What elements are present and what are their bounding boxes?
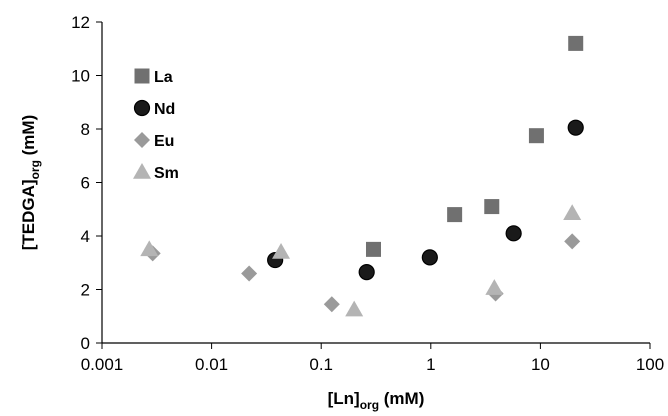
data-point-eu	[241, 265, 258, 282]
y-axis-title: [TEDGA]org (mM)	[19, 115, 42, 251]
legend-item-eu: Eu	[134, 132, 174, 150]
legend-item-sm: Sm	[133, 163, 179, 182]
data-point-sm	[563, 204, 582, 221]
x-tick-label: 0.01	[195, 355, 228, 374]
y-tick-label: 2	[81, 281, 90, 300]
data-point-sm	[272, 243, 291, 259]
data-point-la	[568, 35, 584, 51]
legend-marker-eu	[134, 132, 150, 148]
data-point-nd	[567, 119, 584, 136]
data-point-sm	[485, 279, 504, 295]
y-tick-label: 4	[81, 227, 90, 246]
y-tick-label: 0	[81, 334, 90, 353]
legend-marker-sm	[133, 163, 151, 179]
legend: La Nd Eu Sm	[133, 68, 179, 182]
x-tick-label: 10	[531, 355, 550, 374]
series-sm	[140, 204, 582, 317]
data-point-la	[484, 199, 500, 215]
legend-label: Nd	[154, 101, 175, 118]
legend-label: Sm	[154, 165, 179, 182]
data-point-nd	[421, 249, 438, 266]
x-tick-label: 0.1	[309, 355, 333, 374]
legend-item-la: La	[134, 68, 173, 86]
tick-labels: 0 2 4 6 8 10 12 0.001 0.01 0.1 1 10 100	[71, 13, 664, 374]
y-tick-label: 6	[81, 174, 90, 193]
x-tick-label: 0.001	[81, 355, 124, 374]
data-point-eu	[323, 296, 340, 313]
data-point-nd	[358, 264, 375, 281]
legend-label: La	[154, 69, 173, 86]
x-axis-title: [Ln]org (mM)	[328, 389, 425, 412]
data-point-nd	[505, 225, 522, 242]
series-la	[365, 35, 584, 257]
data-point-sm	[345, 300, 364, 317]
legend-marker-nd	[133, 99, 151, 117]
data-point-la	[528, 128, 544, 144]
y-tick-label: 12	[71, 13, 90, 32]
legend-item-nd: Nd	[133, 99, 175, 118]
legend-marker-la	[134, 68, 150, 84]
data-point-la	[447, 207, 463, 223]
x-tick-label: 1	[426, 355, 435, 374]
y-tick-label: 8	[81, 120, 90, 139]
series-nd	[267, 119, 584, 281]
data-points	[140, 35, 584, 317]
data-point-la	[365, 241, 381, 257]
data-point-eu	[564, 233, 581, 250]
y-tick-label: 10	[71, 67, 90, 86]
axes	[96, 21, 651, 349]
x-tick-label: 100	[636, 355, 664, 374]
legend-label: Eu	[154, 133, 174, 150]
data-point-sm	[140, 240, 159, 257]
